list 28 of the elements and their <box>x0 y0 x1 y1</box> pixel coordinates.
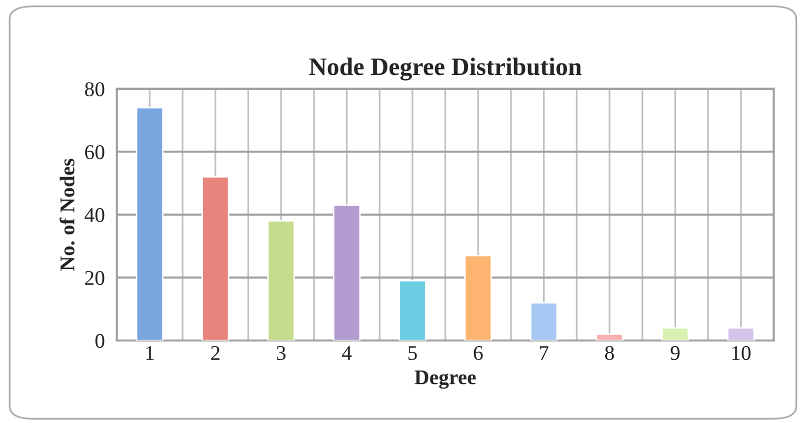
x-tick-label: 6 <box>474 346 483 360</box>
x-tick-label: 10 <box>732 346 751 360</box>
y-tick-label: 0 <box>95 334 104 348</box>
x-tick-label: 1 <box>146 346 154 360</box>
x-tick-label: 8 <box>605 346 614 360</box>
x-tick-label: 3 <box>276 346 286 360</box>
bar <box>596 334 624 341</box>
x-tick-label: 5 <box>408 346 417 360</box>
y-tick-label: 80 <box>85 82 104 96</box>
chart-title: Node Degree Distribution <box>309 58 582 80</box>
x-tick-label: 4 <box>342 346 352 360</box>
y-tick-label: 20 <box>85 270 104 286</box>
bar <box>267 220 295 341</box>
bar <box>202 176 230 341</box>
bar <box>727 327 755 341</box>
bar <box>136 107 164 341</box>
bar <box>332 204 361 341</box>
y-axis-title: No. of Nodes <box>60 158 75 271</box>
x-tick-label: 2 <box>211 346 220 360</box>
bar <box>530 302 558 341</box>
y-tick-label: 40 <box>84 208 104 222</box>
x-tick-label: 7 <box>540 346 548 360</box>
bar <box>464 254 492 341</box>
bar <box>661 327 690 341</box>
x-tick-label: 9 <box>670 346 680 360</box>
bar <box>398 280 426 341</box>
x-axis-title: Degree <box>414 370 476 389</box>
y-tick-label: 60 <box>85 145 104 160</box>
